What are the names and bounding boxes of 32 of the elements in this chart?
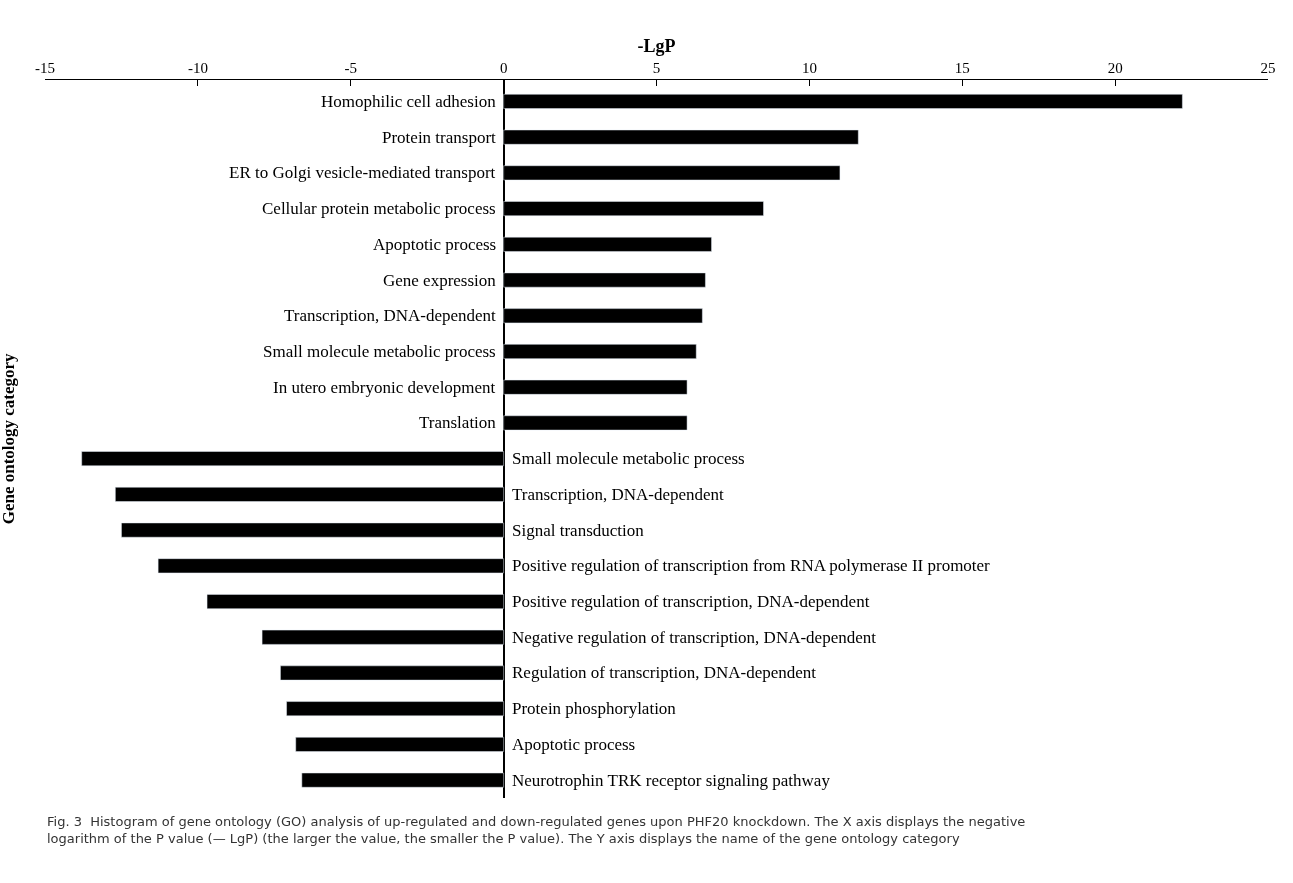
y-tick-label: In utero embryonic development (273, 378, 496, 397)
x-tick-label: 10 (801, 60, 817, 76)
x-tick-label: 25 (1260, 60, 1276, 76)
x-axis-title: -LgP (637, 36, 676, 57)
x-tick-label: -15 (35, 60, 55, 76)
y-tick-label: Positive regulation of transcription, DNA-dependent (512, 592, 870, 611)
x-tick-label: 0 (499, 60, 508, 76)
x-tick-label: -5 (344, 60, 357, 76)
y-tick-label: Homophilic cell adhesion (321, 92, 497, 111)
x-tick-label: 15 (954, 60, 970, 76)
y-tick-label: Apoptotic process (512, 735, 636, 754)
y-tick-label: ER to Golgi vesicle-mediated transport (229, 163, 496, 182)
y-tick-label: Small molecule metabolic process (263, 342, 496, 361)
x-tick-label: 5 (652, 60, 661, 76)
y-tick-label: Protein transport (382, 128, 497, 147)
x-tick-label: 20 (1107, 60, 1123, 76)
y-tick-label: Gene expression (383, 271, 497, 290)
y-tick-label: Cellular protein metabolic process (262, 199, 496, 218)
y-axis-title: Gene ontology category (0, 352, 19, 525)
y-tick-label: Small molecule metabolic process (512, 449, 745, 468)
caption: Fig. 3 Histogram of gene ontology (GO) analysis of up-regulated and down-regulated genes upon PHF20 knockdown. The X axis displays the negative logarithm of the P value (— LgP) (the larger the value, the smaller the P value). The Y axis displays the name of the gene ontology category (47, 814, 1026, 846)
y-tick-label: Transcription, DNA-dependent (512, 485, 725, 504)
x-tick-label: -10 (187, 60, 208, 76)
y-tick-label: Transcription, DNA-dependent (284, 306, 497, 325)
y-tick-label: Protein phosphorylation (512, 699, 677, 718)
y-tick-label: Positive regulation of transcription from RNA polymerase II promoter (512, 556, 991, 575)
y-tick-label: Neurotrophin TRK receptor signaling pathway (512, 771, 831, 790)
y-tick-label: Signal transduction (512, 521, 645, 540)
y-tick-label: Apoptotic process (373, 235, 497, 254)
y-tick-label: Negative regulation of transcription, DNA-dependent (512, 628, 877, 647)
y-tick-label: Translation (419, 413, 497, 432)
y-tick-label: Regulation of transcription, DNA-dependent (512, 663, 817, 682)
